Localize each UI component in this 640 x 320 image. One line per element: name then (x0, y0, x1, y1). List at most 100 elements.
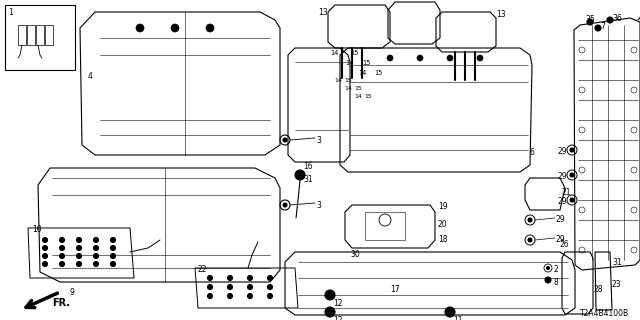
Circle shape (60, 253, 65, 259)
Circle shape (248, 293, 253, 299)
Text: 9: 9 (70, 288, 75, 297)
Circle shape (325, 307, 335, 317)
Text: 19: 19 (438, 202, 447, 211)
Text: 13: 13 (318, 8, 328, 17)
Circle shape (445, 307, 455, 317)
Circle shape (268, 276, 273, 281)
Circle shape (417, 55, 423, 61)
Circle shape (283, 138, 287, 142)
Circle shape (387, 55, 393, 61)
Text: 22: 22 (198, 265, 207, 274)
Circle shape (545, 277, 551, 283)
Text: 3: 3 (316, 201, 321, 210)
Circle shape (227, 276, 232, 281)
Circle shape (227, 293, 232, 299)
Text: 15: 15 (374, 70, 382, 76)
Circle shape (268, 293, 273, 299)
Text: 29: 29 (558, 172, 568, 181)
Circle shape (248, 284, 253, 290)
Text: 2: 2 (553, 265, 557, 274)
Circle shape (268, 284, 273, 290)
Circle shape (93, 245, 99, 251)
Text: 31: 31 (612, 258, 621, 267)
Text: 4: 4 (88, 72, 93, 81)
Text: 20: 20 (438, 220, 447, 229)
Circle shape (570, 198, 574, 202)
Text: 14: 14 (330, 50, 339, 56)
Text: 21: 21 (562, 188, 572, 197)
Text: 23: 23 (612, 280, 621, 289)
Circle shape (447, 55, 453, 61)
Text: 6: 6 (530, 148, 535, 157)
Circle shape (42, 237, 47, 243)
Circle shape (477, 55, 483, 61)
Text: 28: 28 (593, 285, 602, 294)
Text: 12: 12 (333, 299, 342, 308)
Text: 35: 35 (585, 15, 595, 24)
Text: 13: 13 (496, 10, 506, 19)
Circle shape (93, 253, 99, 259)
Text: 14: 14 (345, 60, 353, 66)
Circle shape (171, 24, 179, 32)
Text: 17: 17 (390, 285, 399, 294)
Text: 15: 15 (344, 78, 352, 83)
Circle shape (227, 284, 232, 290)
Circle shape (295, 170, 305, 180)
Circle shape (207, 293, 212, 299)
Text: 15: 15 (364, 94, 372, 99)
Circle shape (283, 203, 287, 207)
Circle shape (207, 276, 212, 281)
Circle shape (547, 267, 550, 269)
Text: 29: 29 (556, 215, 566, 224)
Text: 15: 15 (362, 60, 371, 66)
Text: 3: 3 (316, 136, 321, 145)
Text: 31: 31 (303, 175, 312, 184)
Circle shape (42, 253, 47, 259)
Circle shape (60, 261, 65, 267)
Circle shape (248, 276, 253, 281)
Circle shape (60, 245, 65, 251)
Text: 7: 7 (600, 22, 605, 31)
Text: 14: 14 (358, 70, 366, 76)
Circle shape (111, 237, 115, 243)
Text: 15: 15 (350, 50, 358, 56)
Circle shape (77, 253, 81, 259)
Text: 29: 29 (556, 235, 566, 244)
Text: T2A4B4100B: T2A4B4100B (580, 309, 629, 318)
Text: 14: 14 (344, 86, 352, 91)
Text: 29: 29 (558, 147, 568, 156)
Circle shape (570, 173, 574, 177)
Circle shape (207, 284, 212, 290)
Text: 29: 29 (558, 197, 568, 206)
Text: 12: 12 (333, 316, 342, 320)
Circle shape (77, 245, 81, 251)
Text: 11: 11 (453, 316, 463, 320)
Text: 36: 36 (612, 14, 621, 23)
Text: 8: 8 (553, 278, 557, 287)
Circle shape (93, 237, 99, 243)
Circle shape (111, 245, 115, 251)
Text: 1: 1 (8, 8, 13, 17)
Text: 26: 26 (560, 240, 570, 249)
Circle shape (325, 290, 335, 300)
Circle shape (595, 25, 601, 31)
Text: 16: 16 (303, 162, 312, 171)
Circle shape (607, 17, 613, 23)
Text: 15: 15 (354, 86, 362, 91)
Text: FR.: FR. (52, 298, 70, 308)
Circle shape (42, 245, 47, 251)
Text: 10: 10 (32, 225, 42, 234)
Circle shape (528, 218, 532, 222)
Circle shape (93, 261, 99, 267)
Circle shape (587, 19, 593, 25)
Circle shape (528, 238, 532, 242)
Circle shape (77, 237, 81, 243)
Text: 18: 18 (438, 235, 447, 244)
Circle shape (77, 261, 81, 267)
Circle shape (60, 237, 65, 243)
Text: 14: 14 (354, 94, 362, 99)
Text: 30: 30 (350, 250, 360, 259)
Circle shape (570, 148, 574, 152)
Text: 14: 14 (334, 78, 342, 83)
Circle shape (136, 24, 144, 32)
